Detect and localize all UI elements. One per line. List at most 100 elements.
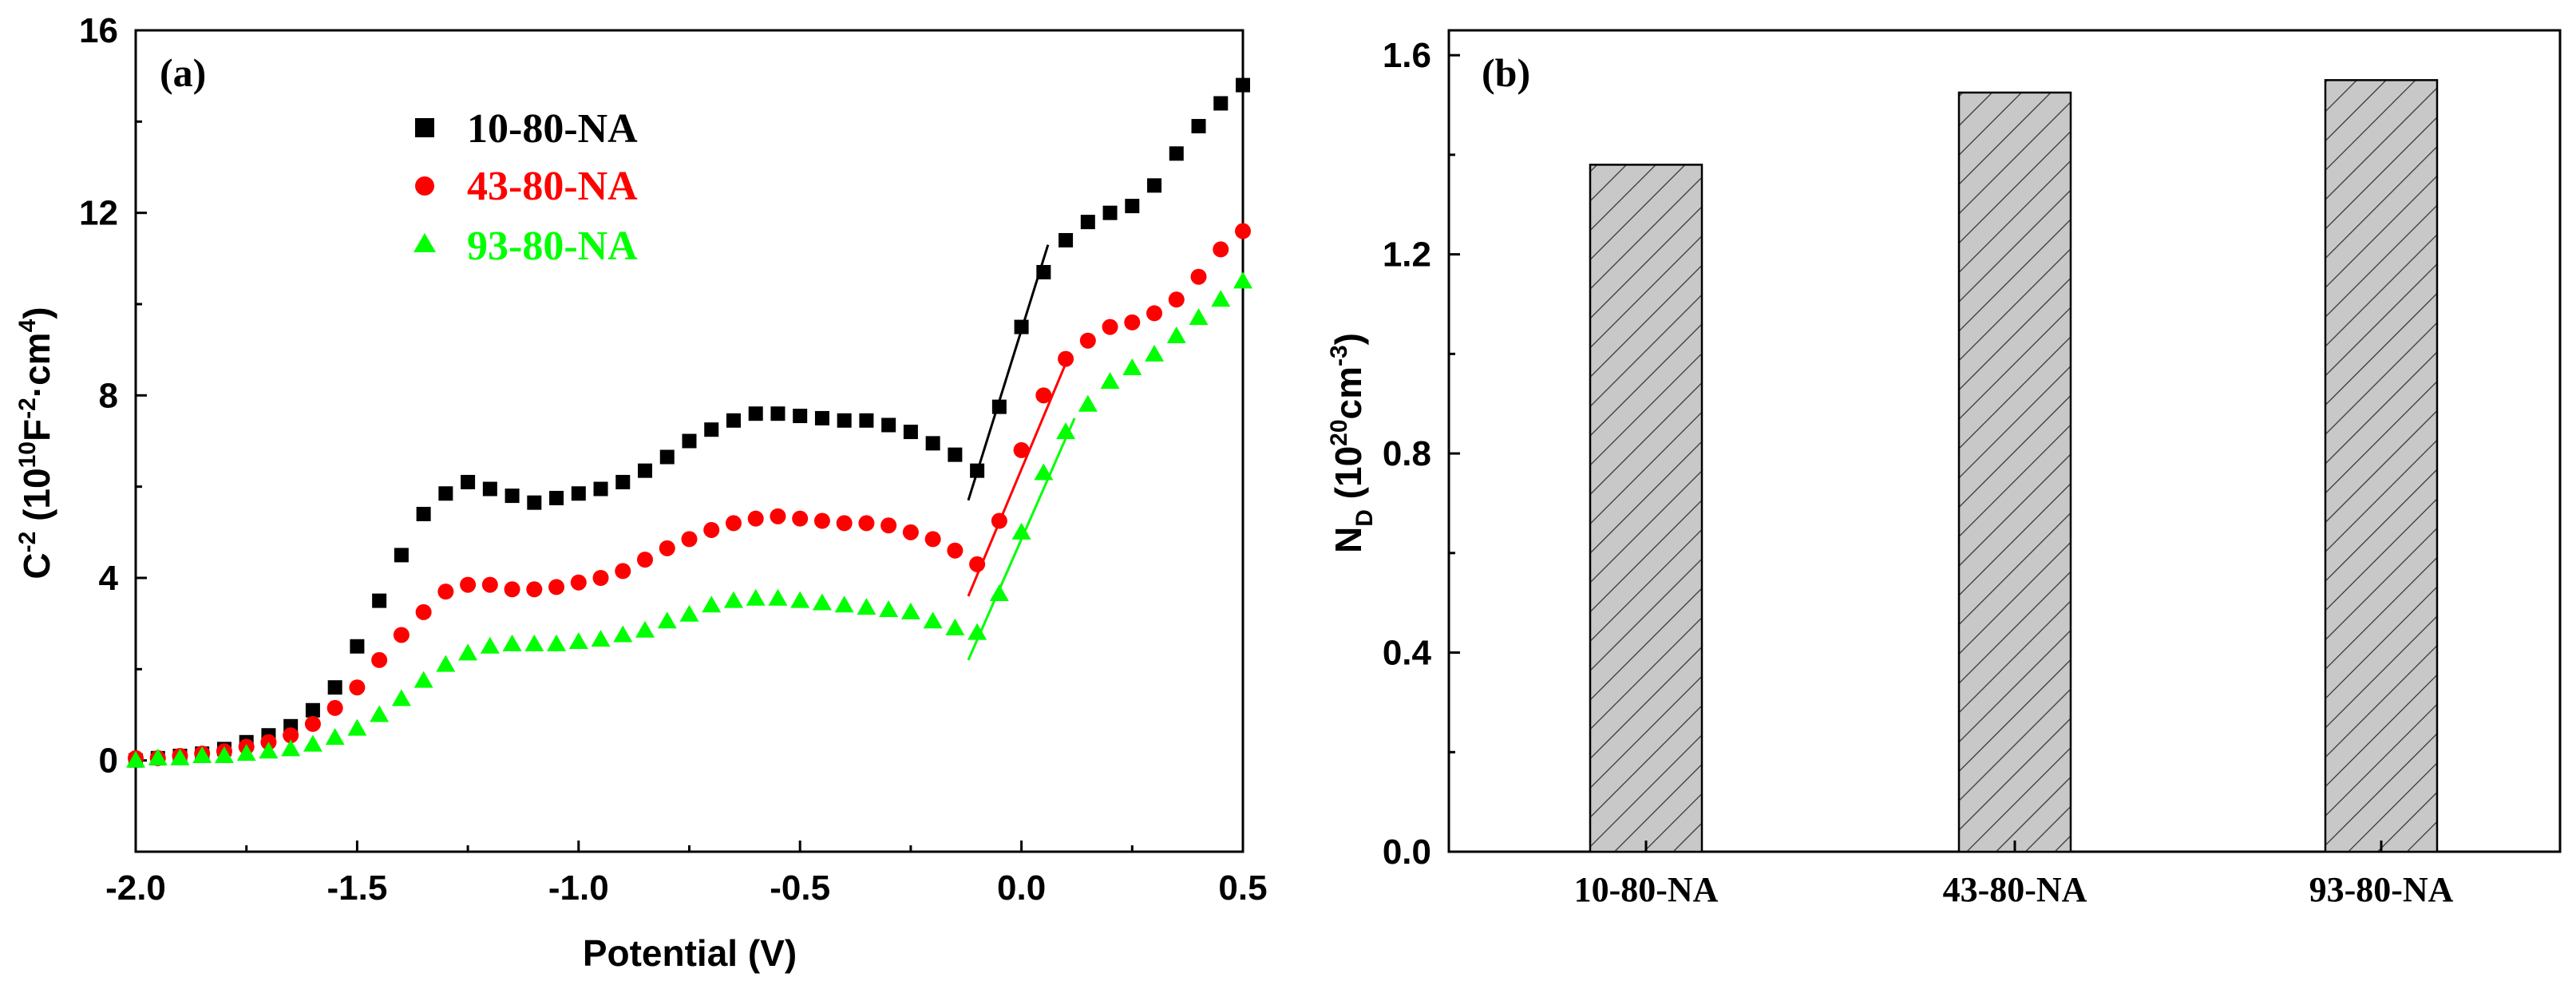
panel-a-x-tick-label: -0.5 bbox=[770, 868, 830, 908]
legend-marker-43-80-na bbox=[415, 176, 434, 196]
point-43-80-na bbox=[1035, 387, 1052, 404]
point-10-80-na bbox=[1169, 146, 1184, 161]
series-93-80-na bbox=[126, 271, 1252, 768]
panel-b-y-ticks: 0.0 0.4 0.8 1.2 1.6 bbox=[1383, 36, 1460, 872]
point-93-80-na bbox=[391, 689, 411, 706]
panel-a-legend: 10-80-NA 43-80-NA 93-80-NA bbox=[414, 106, 638, 269]
point-10-80-na bbox=[1014, 319, 1029, 334]
point-93-80-na bbox=[370, 705, 390, 722]
point-10-80-na bbox=[416, 506, 431, 521]
panel-b-y-tick-label: 0.0 bbox=[1383, 833, 1431, 872]
point-10-80-na bbox=[770, 406, 785, 421]
panel-b-bars bbox=[1589, 79, 2439, 853]
point-10-80-na bbox=[438, 486, 453, 501]
legend-marker-10-80-na bbox=[415, 118, 434, 137]
point-43-80-na bbox=[304, 715, 321, 732]
point-10-80-na bbox=[948, 447, 963, 462]
point-10-80-na bbox=[350, 639, 365, 654]
point-93-80-na bbox=[170, 748, 190, 765]
point-93-80-na bbox=[436, 655, 456, 672]
panel-a-y-tick-label: 0 bbox=[99, 742, 118, 781]
fit-line-43-80-na bbox=[967, 362, 1067, 597]
point-93-80-na bbox=[635, 620, 655, 638]
panel-a-label: (a) bbox=[160, 50, 206, 95]
point-43-80-na bbox=[326, 699, 343, 716]
point-10-80-na bbox=[970, 463, 985, 478]
point-10-80-na bbox=[903, 425, 918, 440]
panel-a-x-tick-label: 0.5 bbox=[1218, 868, 1267, 908]
series-10-80-na bbox=[129, 77, 1250, 768]
point-43-80-na bbox=[283, 727, 299, 744]
point-43-80-na bbox=[526, 581, 543, 598]
point-43-80-na bbox=[703, 521, 720, 538]
point-43-80-na bbox=[1146, 305, 1163, 322]
point-93-80-na bbox=[1056, 422, 1076, 440]
panel-a-y-tick-label: 4 bbox=[99, 559, 119, 598]
panel-b-y-tick-label: 1.2 bbox=[1383, 235, 1431, 275]
point-43-80-na bbox=[1190, 268, 1207, 285]
point-93-80-na bbox=[259, 742, 279, 759]
panel-b-x-tick-label: 93-80-NA bbox=[2309, 870, 2454, 909]
point-10-80-na bbox=[704, 422, 719, 437]
point-93-80-na bbox=[458, 643, 478, 661]
panel-a-x-tick-label: -2.0 bbox=[105, 868, 166, 908]
point-93-80-na bbox=[923, 611, 943, 629]
point-10-80-na bbox=[505, 489, 520, 504]
panel-a-y-tick-label: 12 bbox=[79, 194, 118, 233]
point-93-80-na bbox=[524, 634, 544, 651]
point-93-80-na bbox=[723, 591, 743, 608]
point-43-80-na bbox=[770, 508, 786, 524]
point-93-80-na bbox=[879, 600, 899, 618]
point-93-80-na bbox=[857, 598, 876, 615]
point-43-80-na bbox=[659, 540, 675, 556]
point-93-80-na bbox=[126, 750, 145, 768]
bar-93-80-na bbox=[2324, 79, 2439, 853]
fit-line-10-80-na bbox=[967, 244, 1050, 501]
point-10-80-na bbox=[793, 409, 808, 424]
legend-label-43-80-na: 43-80-NA bbox=[467, 164, 638, 209]
point-10-80-na bbox=[991, 399, 1007, 414]
point-93-80-na bbox=[746, 588, 766, 606]
point-43-80-na bbox=[1079, 332, 1096, 349]
point-93-80-na bbox=[214, 746, 234, 763]
point-10-80-na bbox=[1058, 232, 1074, 247]
point-43-80-na bbox=[548, 579, 565, 595]
point-10-80-na bbox=[593, 481, 608, 496]
point-93-80-na bbox=[834, 595, 854, 613]
point-43-80-na bbox=[1168, 291, 1185, 308]
point-93-80-na bbox=[1034, 463, 1054, 481]
panel-a-y-tick-label: 8 bbox=[99, 376, 118, 415]
point-43-80-na bbox=[836, 515, 853, 532]
point-93-80-na bbox=[148, 748, 168, 765]
panel-b-y-tick-label: 1.6 bbox=[1383, 36, 1431, 75]
point-93-80-na bbox=[192, 746, 212, 763]
point-43-80-na bbox=[637, 552, 654, 568]
point-93-80-na bbox=[679, 604, 699, 622]
legend-marker-93-80-na bbox=[414, 233, 436, 252]
point-93-80-na bbox=[502, 634, 522, 651]
point-93-80-na bbox=[480, 636, 500, 654]
point-43-80-na bbox=[349, 679, 366, 696]
point-93-80-na bbox=[702, 595, 722, 613]
point-93-80-na bbox=[236, 744, 256, 762]
point-43-80-na bbox=[1235, 223, 1251, 239]
point-93-80-na bbox=[768, 588, 788, 606]
point-10-80-na bbox=[814, 410, 829, 425]
point-93-80-na bbox=[1189, 308, 1209, 326]
point-10-80-na bbox=[659, 449, 675, 465]
point-10-80-na bbox=[305, 702, 320, 718]
panel-a-data-points bbox=[126, 77, 1252, 768]
point-43-80-na bbox=[947, 542, 964, 559]
point-93-80-na bbox=[1078, 394, 1098, 412]
panel-a-y-tick-label: 16 bbox=[79, 11, 118, 50]
panel-b-bar-chart: (b) 0.0 0.4 0.8 1.2 1.6 10-80-NA 43-80-NA 93-8… bbox=[1326, 29, 2562, 909]
point-43-80-na bbox=[792, 510, 809, 527]
point-10-80-na bbox=[394, 548, 409, 563]
panel-b-x-tick-label: 43-80-NA bbox=[1943, 870, 2087, 909]
point-10-80-na bbox=[859, 413, 874, 428]
point-93-80-na bbox=[967, 623, 987, 640]
point-43-80-na bbox=[371, 651, 388, 668]
panel-a-scatter-chart: (a) -2.0 -1.5 -1.0 -0.5 0.0 0.5 0 4 8 12 16 Poten… bbox=[14, 11, 1268, 974]
point-43-80-na bbox=[393, 627, 410, 643]
